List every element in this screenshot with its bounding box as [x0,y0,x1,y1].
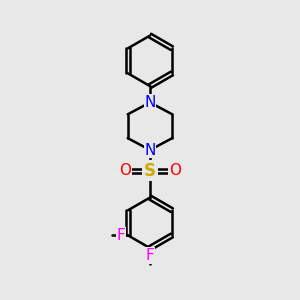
Text: N: N [144,95,156,110]
Text: N: N [144,142,156,158]
Text: F: F [146,248,154,263]
Text: F: F [116,228,125,243]
Text: O: O [119,163,131,178]
Text: S: S [144,162,156,180]
Text: O: O [169,163,181,178]
